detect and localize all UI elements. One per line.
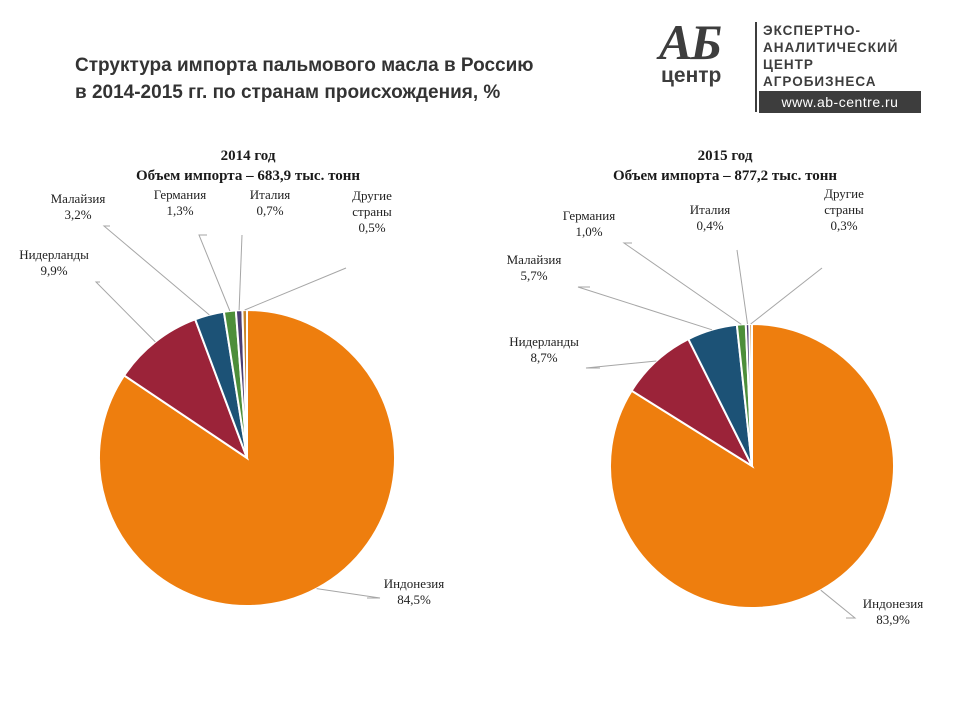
chart-2015-title: 2015 год <box>697 148 753 164</box>
pie-2014-leader-germany <box>198 234 231 312</box>
pie-2015-label-other-countries: Другие <box>824 186 864 201</box>
ab-centre-logo: АБ центр ЭКСПЕРТНО- АНАЛИТИЧЕСКИЙ ЦЕНТР … <box>655 16 925 116</box>
pie-2014-leader-italy <box>238 234 243 311</box>
pie-2015-label-italy: Италия <box>690 202 731 217</box>
pie-2014-label-malaysia: Малайзия <box>51 191 106 206</box>
pie-2014-value-malaysia: 3,2% <box>64 207 91 222</box>
pie-2015-value-indonesia: 83,9% <box>876 612 910 627</box>
pie-2015-leader-netherlands <box>585 360 657 369</box>
pie-2015-label-malaysia: Малайзия <box>507 252 562 267</box>
pie-2014-label-indonesia: Индонезия <box>384 576 444 591</box>
logo-mark: АБ центр <box>655 16 751 98</box>
pie-2015-leader-italy <box>736 249 748 325</box>
pie-2015-value-italy: 0,4% <box>696 218 723 233</box>
pie-2014-leader-malaysia <box>102 225 210 316</box>
pie-2015-label-indonesia: Индонезия <box>863 596 923 611</box>
logo-text-line: АГРОБИЗНЕСА <box>763 74 877 89</box>
pie-2015-value-malaysia: 5,7% <box>520 268 547 283</box>
chart-2015-header: 2015 год Объем импорта – 877,2 тыс. тонн <box>575 146 875 186</box>
pie-2014-label-other-countries: Другие <box>352 188 392 203</box>
pie-2015-value-other-countries: 0,3% <box>830 218 857 233</box>
logo-mark-ab: АБ <box>659 14 722 70</box>
pie-2015-label-netherlands: Нидерланды <box>509 334 579 349</box>
pie-2014-label-netherlands: Нидерланды <box>19 247 89 262</box>
pie-2015-value-netherlands: 8,7% <box>530 350 557 365</box>
pie-2014-leader-indonesia <box>316 588 381 599</box>
pie-2015-leader-malaysia <box>577 286 713 331</box>
chart-2014-title: 2014 год <box>220 148 276 164</box>
pie-2015-leader-indonesia <box>820 589 857 619</box>
page-title: Структура импорта пальмового масла в Рос… <box>75 52 635 106</box>
pie-2015-slice-other-countries <box>748 322 753 467</box>
logo-divider <box>755 22 757 112</box>
pie-2014-leader-netherlands <box>94 281 156 343</box>
page-title-line-2: в 2014-2015 гг. по странам происхождения… <box>75 82 501 103</box>
pie-2014-label-other-countries: страны <box>352 204 392 219</box>
pie-2014-leader-other-countries <box>244 267 347 311</box>
pie-2014-value-indonesia: 84,5% <box>397 592 431 607</box>
pie-2014-label-germany: Германия <box>154 187 206 202</box>
pie-2014-value-other-countries: 0,5% <box>358 220 385 235</box>
page-title-line-1: Структура импорта пальмового масла в Рос… <box>75 55 534 76</box>
logo-text-line: АНАЛИТИЧЕСКИЙ <box>763 40 899 55</box>
pie-2015-label-other-countries: страны <box>824 202 864 217</box>
logo-text-line: ЦЕНТР <box>763 57 814 72</box>
pie-2014-value-netherlands: 9,9% <box>40 263 67 278</box>
pie-2014-label-italy: Италия <box>250 187 291 202</box>
logo-text-line: ЭКСПЕРТНО- <box>763 23 861 38</box>
logo-text: ЭКСПЕРТНО- АНАЛИТИЧЕСКИЙ ЦЕНТР АГРОБИЗНЕ… <box>763 22 898 90</box>
pie-2015-label-germany: Германия <box>563 208 615 223</box>
pie-2015-leader-other-countries <box>750 267 823 325</box>
chart-2015-subtitle: Объем импорта – 877,2 тыс. тонн <box>612 168 838 184</box>
pie-2014-value-germany: 1,3% <box>166 203 193 218</box>
pie-2015-value-germany: 1,0% <box>575 224 602 239</box>
pie-2014-slice-other-countries <box>241 308 248 459</box>
pie-2014-value-italy: 0,7% <box>256 203 283 218</box>
pie-2015-leader-germany <box>622 242 742 325</box>
logo-mark-centr: центр <box>661 64 722 87</box>
chart-2014-subtitle: Объем импорта – 683,9 тыс. тонн <box>135 168 361 184</box>
logo-url: www.ab-centre.ru <box>759 91 921 113</box>
chart-2014-header: 2014 год Объем импорта – 683,9 тыс. тонн <box>98 146 398 186</box>
